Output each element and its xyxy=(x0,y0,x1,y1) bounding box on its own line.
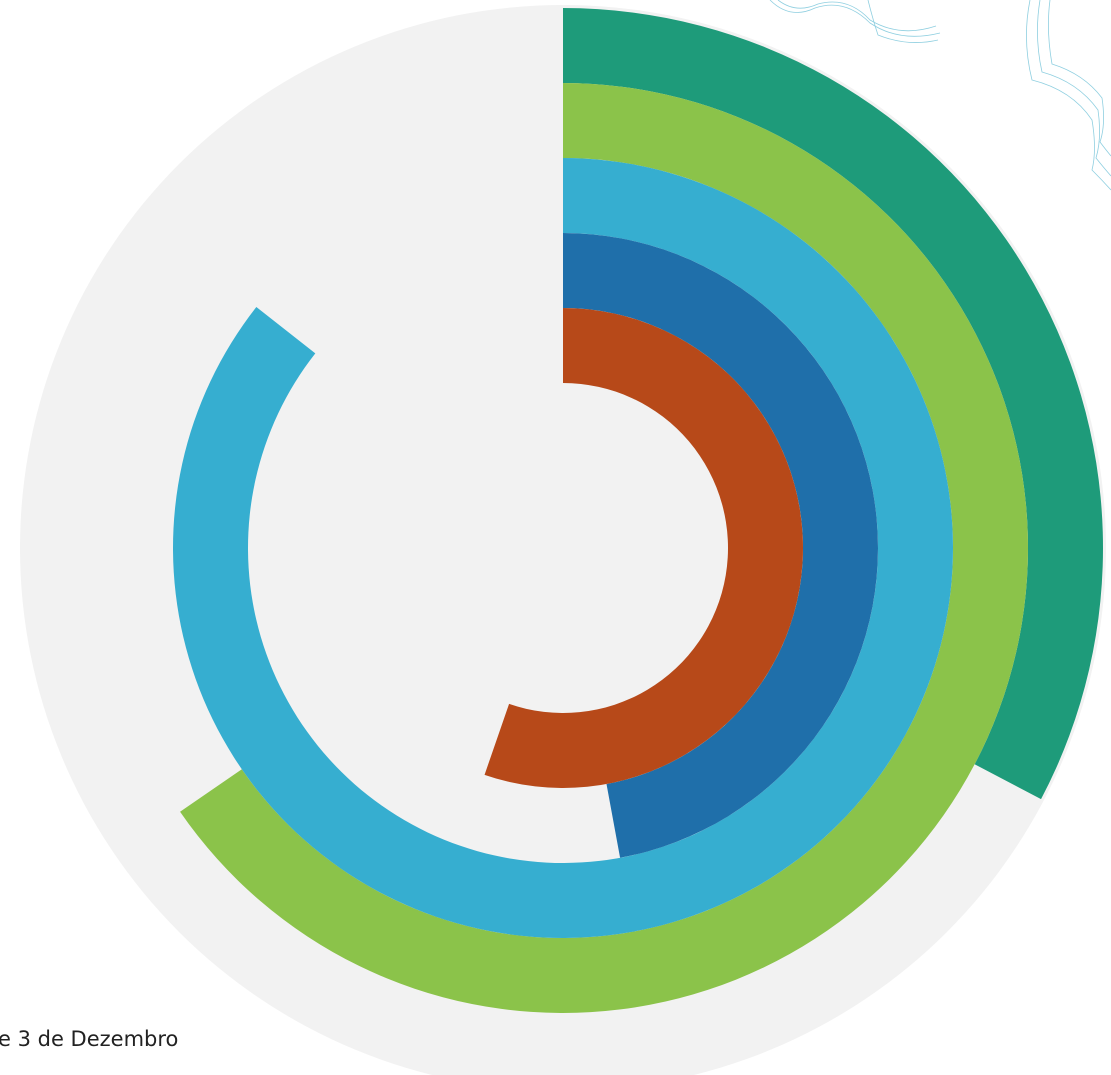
footer-text: e 3 de Dezembro xyxy=(0,1027,178,1051)
chart: e 3 de Dezembro xyxy=(0,0,1111,1075)
page: e 3 de Dezembro (() => { const data = JS… xyxy=(0,0,1111,1075)
